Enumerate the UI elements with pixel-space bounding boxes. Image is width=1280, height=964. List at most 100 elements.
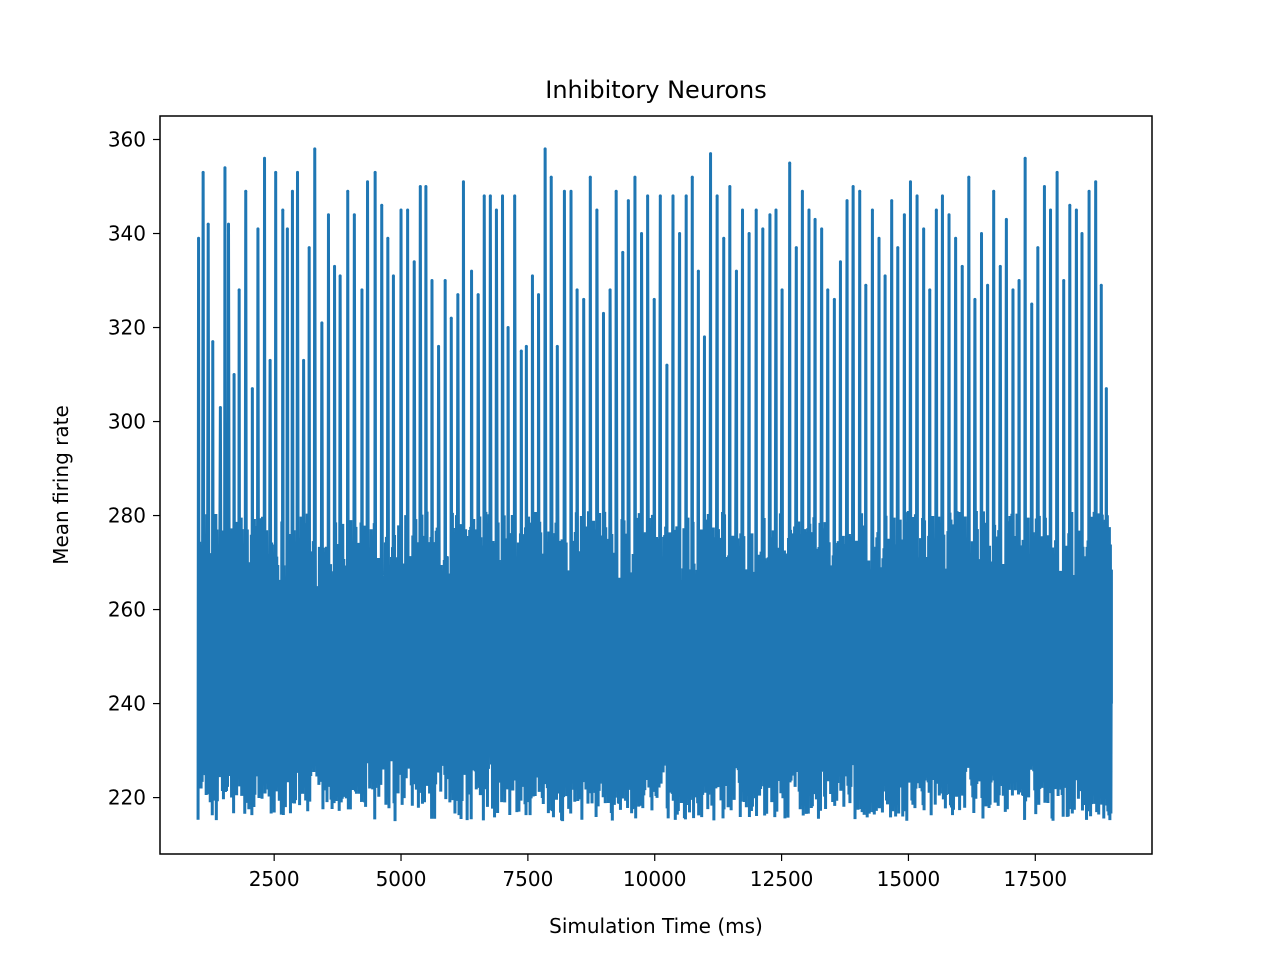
- spike-peak-point: [333, 264, 337, 268]
- spike-peak-point: [820, 227, 824, 231]
- spike-peak-point: [877, 236, 881, 240]
- spike-peak-point: [633, 175, 637, 179]
- spike-peak-point: [658, 194, 662, 198]
- spike-peak-point: [373, 170, 377, 174]
- x-tick-label: 7500: [502, 867, 553, 891]
- series-layer: [196, 147, 1113, 822]
- spike-peak-point: [1017, 279, 1021, 283]
- spike-peak-point: [476, 293, 480, 297]
- spike-peak-point: [870, 208, 874, 212]
- spike-peak-point: [940, 194, 944, 198]
- spike-peak-point: [562, 189, 566, 193]
- spike-peak-point: [430, 279, 434, 283]
- spike-peak-point: [671, 194, 675, 198]
- spike-peak-point: [285, 227, 289, 231]
- spike-peak-point: [980, 232, 984, 236]
- y-tick-label: 360: [108, 128, 146, 152]
- spike-peak-point: [506, 326, 510, 330]
- spike-peak-point: [826, 288, 830, 292]
- spike-peak-point: [741, 208, 745, 212]
- spike-peak-point: [845, 199, 849, 203]
- spike-peak-point: [482, 194, 486, 198]
- spike-peak-point: [1062, 279, 1066, 283]
- spike-peak-point: [449, 316, 453, 320]
- spike-peak-point: [768, 213, 772, 217]
- spike-peak-point: [986, 283, 990, 287]
- spike-peak-point: [524, 344, 528, 348]
- spike-peak-point: [709, 152, 713, 156]
- spike-peak-point: [320, 321, 324, 325]
- spike-peak-point: [883, 274, 887, 278]
- series-line: [196, 148, 1113, 822]
- spike-peak-point: [690, 175, 694, 179]
- spike-peak-point: [218, 405, 222, 409]
- spike-peak-point: [555, 344, 559, 348]
- spike-peak-point: [728, 185, 732, 189]
- spike-peak-point: [588, 175, 592, 179]
- spike-peak-point: [244, 189, 248, 193]
- spike-peak-point: [366, 180, 370, 184]
- spike-peak-point: [227, 222, 230, 226]
- spike-peak-point: [774, 208, 778, 212]
- spike-peak-point: [780, 288, 784, 292]
- spike-peak-point: [896, 246, 900, 250]
- spike-peak-point: [494, 208, 498, 212]
- spike-peak-point: [967, 175, 971, 179]
- x-tick-label: 17500: [1003, 867, 1067, 891]
- spike-peak-point: [296, 170, 300, 174]
- spike-peak-point: [582, 297, 586, 301]
- spike-peak-point: [614, 189, 618, 193]
- spike-peak-point: [973, 297, 977, 301]
- spike-peak-point: [290, 189, 294, 193]
- spike-peak-point: [1042, 185, 1046, 189]
- spike-peak-point: [684, 194, 688, 198]
- x-axis-ticks: 2500 5000 7500 10000 12500 15000 17500: [249, 854, 1067, 891]
- y-tick-label: 260: [108, 598, 146, 622]
- spike-peak-point: [1004, 217, 1008, 221]
- spike-peak-point: [696, 269, 700, 273]
- spike-peak-point: [1049, 208, 1053, 212]
- y-tick-label: 240: [108, 692, 146, 716]
- spike-peak-point: [626, 199, 630, 203]
- spike-peak-point: [1011, 288, 1015, 292]
- spike-peak-point: [832, 297, 836, 301]
- spike-peak-point: [678, 232, 682, 236]
- spike-peak-point: [197, 236, 201, 240]
- spike-peak-point: [391, 274, 395, 278]
- spike-peak-point: [652, 297, 656, 301]
- spike-peak-point: [922, 227, 926, 231]
- spike-peak-point: [665, 363, 669, 367]
- spike-peak-point: [1030, 302, 1034, 306]
- spike-peak-point: [915, 194, 919, 198]
- spike-peak-point: [537, 293, 541, 297]
- spike-peak-point: [864, 283, 868, 287]
- spike-peak-point: [1068, 203, 1072, 207]
- spike-peak-point: [470, 269, 474, 273]
- spike-peak-point: [761, 227, 765, 231]
- spike-peak-point: [263, 156, 267, 160]
- spike-peak-point: [838, 260, 842, 264]
- spike-peak-point: [380, 203, 384, 207]
- spike-peak-point: [501, 194, 505, 198]
- spike-peak-point: [595, 208, 599, 212]
- spike-peak-point: [338, 274, 342, 278]
- spike-peak-point: [754, 208, 758, 212]
- spike-peak-point: [954, 236, 958, 240]
- spike-peak-point: [902, 213, 906, 217]
- spike-peak-point: [722, 236, 726, 240]
- spike-peak-point: [890, 199, 894, 203]
- spike-peak-point: [352, 213, 356, 217]
- spike-peak-point: [992, 189, 996, 193]
- spike-peak-point: [1036, 246, 1040, 250]
- spike-peak-point: [601, 311, 605, 315]
- spike-peak-point: [569, 189, 573, 193]
- spike-peak-point: [281, 208, 285, 212]
- spike-peak-point: [813, 217, 817, 221]
- spike-peak-point: [313, 147, 317, 151]
- spike-peak-point: [201, 170, 205, 174]
- spike-peak-point: [424, 185, 428, 189]
- spike-peak-point: [302, 358, 306, 362]
- x-tick-label: 2500: [249, 867, 300, 891]
- spike-peak-point: [268, 358, 272, 362]
- spike-peak-point: [1023, 156, 1027, 160]
